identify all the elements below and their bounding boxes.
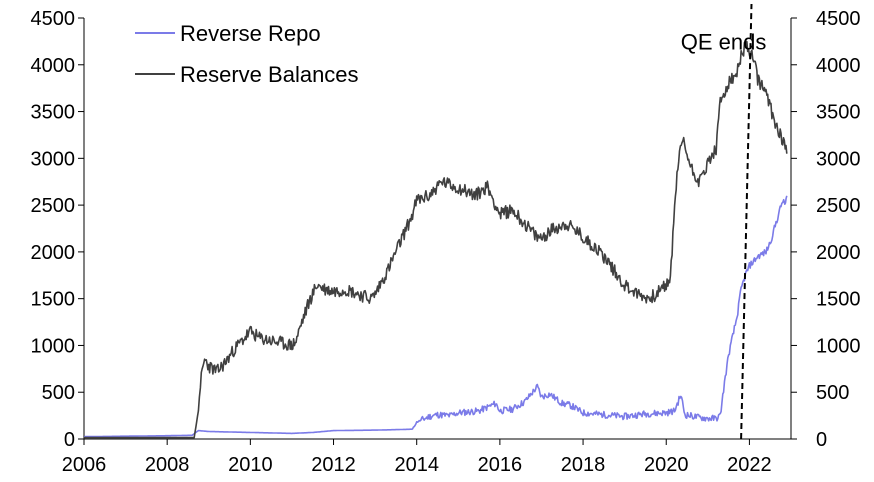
y-tick-label-right: 0: [816, 429, 827, 451]
y-tick-label-right: 4500: [816, 8, 861, 30]
x-tick-label: 2012: [311, 454, 356, 476]
x-tick-label: 2014: [394, 454, 439, 476]
y-tick-label-right: 1500: [816, 289, 861, 311]
x-tick-label: 2010: [228, 454, 273, 476]
y-tick-label-right: 500: [816, 382, 849, 404]
y-tick-label-left: 3500: [31, 102, 76, 124]
y-tick-label-left: 0: [64, 429, 75, 451]
qe-ends-dashed-line: [740, 3, 753, 440]
y-tick-label-left: 500: [42, 382, 75, 404]
y-tick-label-right: 1000: [816, 335, 861, 357]
y-tick-label-right: 4000: [816, 55, 861, 77]
x-tick-label: 2006: [62, 454, 107, 476]
y-tick-label-left: 4000: [31, 55, 76, 77]
y-tick-label-left: 3000: [31, 148, 76, 170]
y-tick-label-right: 2500: [816, 195, 861, 217]
legend-label-reverse-repo: Reverse Repo: [180, 21, 321, 46]
series-line-reserve-balances: [84, 40, 788, 439]
y-tick-label-right: 2000: [816, 242, 861, 264]
legend: Reverse Repo Reserve Balances: [135, 21, 359, 87]
y-tick-label-left: 1000: [31, 335, 76, 357]
y-tick-label-left: 2500: [31, 195, 76, 217]
axes-layer: 0 0 500 500 1000 1000 1500 1500 2000 2000 2500 2500…: [31, 8, 861, 476]
annotation-layer: QE ends: [681, 3, 767, 440]
y-tick-label-left: 1500: [31, 289, 76, 311]
legend-label-reserve-balances: Reserve Balances: [180, 62, 359, 87]
x-tick-label: 2022: [727, 454, 772, 476]
y-tick-label-left: 2000: [31, 242, 76, 264]
y-tick-label-right: 3500: [816, 102, 861, 124]
x-tick-label: 2018: [561, 454, 606, 476]
x-tick-label: 2008: [145, 454, 190, 476]
series-line-reverse-repo: [84, 195, 788, 438]
series-layer: [84, 40, 788, 439]
y-tick-label-left: 4500: [31, 8, 76, 30]
x-tick-label: 2016: [478, 454, 523, 476]
y-tick-label-right: 3000: [816, 148, 861, 170]
qe-ends-label: QE ends: [681, 29, 767, 54]
x-tick-label: 2020: [644, 454, 689, 476]
